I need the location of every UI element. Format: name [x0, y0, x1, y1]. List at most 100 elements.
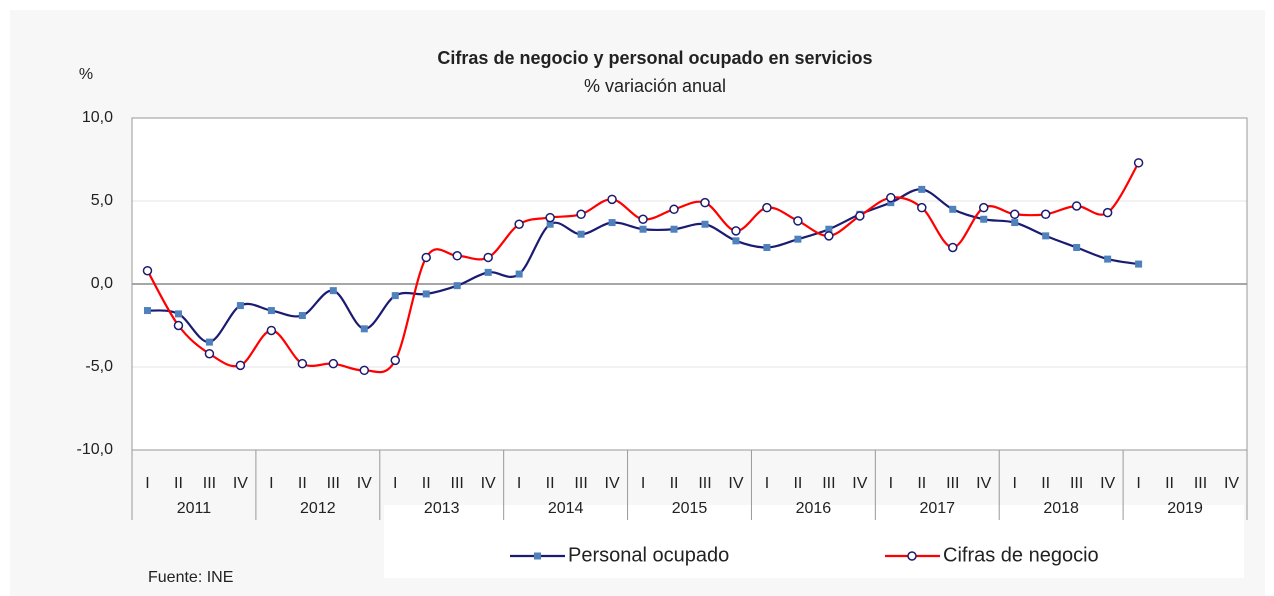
x-tick-label: IV [1224, 475, 1239, 492]
marker [390, 355, 401, 366]
year-label: 2016 [796, 500, 832, 517]
marker [421, 252, 431, 263]
marker [1042, 232, 1050, 240]
year-label: 2011 [177, 500, 212, 517]
marker [1073, 243, 1081, 251]
marker [639, 225, 647, 233]
marker [1135, 260, 1143, 268]
marker [794, 235, 802, 243]
marker [422, 290, 430, 298]
x-tick-label: IV [357, 475, 372, 492]
marker [545, 212, 555, 223]
year-label: 2012 [300, 500, 336, 517]
source: Fuente: INE [148, 569, 233, 586]
marker [484, 268, 492, 276]
x-tick-label: III [451, 475, 464, 492]
chart-title: Cifras de negocio y personal ocupado en … [437, 48, 872, 68]
chart-subtitle: % variación anual [584, 76, 726, 96]
x-tick-label: II [670, 475, 679, 492]
y-tick-label: -5,0 [85, 358, 113, 375]
marker [669, 204, 679, 215]
legend-marker [534, 552, 541, 560]
marker [453, 282, 461, 290]
x-tick-label: III [946, 475, 959, 492]
marker [700, 197, 710, 208]
marker [515, 270, 523, 278]
y-tick-label: 10,0 [82, 109, 113, 126]
marker [763, 243, 771, 251]
marker [360, 325, 368, 333]
x-tick-label: II [1041, 475, 1050, 492]
year-label: 2018 [1043, 500, 1079, 517]
marker [949, 205, 957, 213]
marker [1011, 219, 1019, 227]
x-tick-label: III [327, 475, 340, 492]
marker [1071, 201, 1082, 211]
marker [855, 211, 865, 221]
marker [948, 242, 958, 253]
x-tick-label: IV [233, 475, 248, 492]
marker [298, 312, 306, 320]
x-tick-label: I [1012, 475, 1016, 492]
marker [825, 225, 833, 233]
marker [608, 219, 616, 227]
x-tick-label: IV [605, 475, 620, 492]
year-label: 2015 [672, 500, 708, 517]
marker [886, 192, 896, 203]
legend-label: Personal ocupado [568, 544, 729, 566]
x-tick-label: IV [481, 475, 496, 492]
marker [546, 220, 554, 228]
marker [267, 307, 275, 315]
marker [329, 287, 337, 295]
x-tick-label: IV [852, 475, 867, 492]
marker [917, 202, 927, 213]
x-tick-label: II [298, 475, 307, 492]
marker [328, 358, 339, 369]
marker [607, 194, 617, 205]
marker [514, 219, 524, 229]
y-axis-label: % [79, 66, 93, 83]
x-tick-label: III [698, 475, 711, 492]
x-tick-label: IV [728, 475, 743, 492]
marker [980, 215, 988, 223]
year-label: 2013 [424, 500, 460, 517]
legend-box [384, 505, 1244, 578]
marker [1133, 158, 1144, 168]
x-tick-label: II [174, 475, 183, 492]
legend-label: Cifras de negocio [943, 544, 1099, 566]
x-tick-label: I [889, 475, 893, 492]
x-tick-label: I [393, 475, 397, 492]
legend-marker [907, 551, 917, 561]
marker [576, 209, 586, 220]
x-tick-label: II [1165, 475, 1174, 492]
marker [577, 230, 585, 238]
x-tick-label: IV [1100, 475, 1115, 492]
y-tick-label: 0,0 [91, 275, 113, 292]
x-tick-label: II [793, 475, 802, 492]
marker [1104, 255, 1112, 263]
x-tick-label: III [203, 475, 216, 492]
marker [174, 310, 182, 318]
marker [1102, 207, 1113, 218]
marker [731, 226, 741, 236]
marker [205, 338, 213, 346]
marker [359, 365, 370, 376]
x-tick-label: III [822, 475, 835, 492]
y-tick-label: 5,0 [91, 192, 113, 209]
plot-border [131, 117, 1248, 451]
marker [887, 199, 895, 207]
year-label: 2014 [548, 500, 584, 517]
year-label: 2017 [919, 500, 955, 517]
x-tick-label: II [546, 475, 555, 492]
marker [173, 320, 184, 331]
x-tick-label: I [641, 475, 645, 492]
marker [391, 292, 399, 300]
marker [483, 252, 493, 263]
marker [235, 360, 246, 371]
marker [204, 348, 215, 359]
marker [670, 225, 678, 233]
marker [978, 202, 989, 213]
x-tick-label: III [1194, 475, 1207, 492]
marker [1040, 209, 1051, 220]
